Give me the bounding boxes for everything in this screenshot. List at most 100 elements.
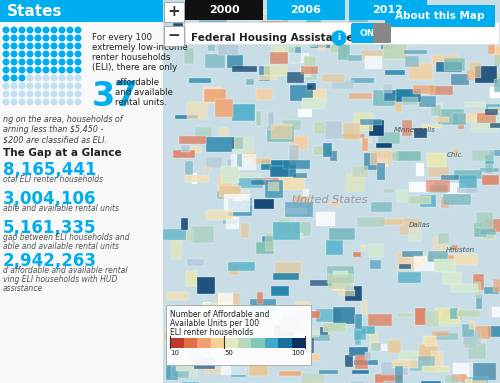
Bar — [388, 340, 400, 353]
Bar — [396, 95, 402, 113]
Bar — [434, 116, 449, 122]
Bar — [378, 133, 400, 144]
Circle shape — [51, 27, 57, 33]
Bar — [350, 381, 364, 383]
Bar — [286, 208, 307, 214]
FancyBboxPatch shape — [164, 2, 184, 22]
Bar — [414, 308, 426, 325]
Bar — [296, 311, 320, 318]
Bar — [185, 359, 197, 377]
Bar — [330, 201, 342, 206]
Text: 50: 50 — [224, 350, 233, 356]
Bar — [219, 127, 228, 136]
Bar — [302, 189, 309, 201]
Circle shape — [51, 51, 57, 57]
Bar — [432, 331, 449, 336]
Bar — [296, 223, 311, 236]
Bar — [254, 199, 274, 210]
Circle shape — [3, 59, 9, 65]
Bar — [494, 79, 500, 92]
Circle shape — [3, 51, 9, 57]
Bar — [190, 78, 210, 83]
Bar — [480, 229, 496, 236]
Bar — [469, 321, 475, 329]
Bar — [494, 46, 500, 64]
Bar — [170, 338, 183, 348]
Bar — [204, 369, 224, 373]
Bar — [352, 370, 369, 375]
Bar — [483, 28, 490, 43]
Bar — [436, 308, 460, 323]
Bar — [408, 196, 431, 204]
Bar — [354, 329, 366, 340]
Bar — [281, 316, 302, 332]
Bar — [295, 302, 310, 309]
Bar — [215, 100, 234, 117]
Bar — [352, 167, 368, 177]
Bar — [431, 105, 441, 116]
Bar — [197, 277, 216, 294]
Bar — [370, 260, 381, 269]
Bar — [238, 178, 264, 188]
Text: 100: 100 — [292, 350, 305, 356]
Bar — [267, 0, 345, 20]
Bar — [446, 375, 459, 383]
Circle shape — [67, 67, 73, 73]
Circle shape — [11, 83, 17, 89]
Bar — [308, 331, 319, 337]
Bar — [302, 98, 325, 109]
Bar — [452, 284, 478, 292]
Bar — [472, 111, 494, 118]
Circle shape — [67, 75, 73, 81]
Bar — [231, 154, 256, 170]
Bar — [378, 219, 404, 225]
Bar — [350, 347, 368, 356]
Bar — [271, 124, 292, 139]
Bar — [184, 338, 197, 348]
Bar — [436, 62, 462, 72]
Bar — [376, 143, 392, 148]
Bar — [232, 104, 256, 121]
Bar — [410, 355, 435, 370]
Bar — [187, 101, 207, 119]
Bar — [332, 80, 353, 89]
Bar — [273, 273, 298, 280]
Bar — [173, 150, 196, 158]
Bar — [290, 150, 298, 165]
Bar — [322, 74, 345, 82]
Text: (ELI), there are only: (ELI), there are only — [92, 63, 177, 72]
Bar — [247, 16, 264, 20]
Circle shape — [67, 51, 73, 57]
Bar — [182, 218, 188, 230]
Bar — [183, 312, 210, 321]
Bar — [371, 202, 392, 212]
Circle shape — [43, 51, 49, 57]
Bar — [457, 187, 478, 193]
Bar — [294, 196, 310, 202]
Circle shape — [59, 27, 65, 33]
Bar — [206, 54, 225, 69]
Circle shape — [75, 43, 81, 49]
Text: $200 are classified as ELI.: $200 are classified as ELI. — [3, 135, 107, 144]
Bar — [454, 363, 473, 380]
Bar — [361, 246, 366, 250]
Text: Available Units per 100: Available Units per 100 — [170, 319, 259, 328]
Bar — [450, 254, 477, 265]
Bar — [480, 168, 499, 172]
Bar — [432, 55, 458, 65]
Bar — [374, 373, 402, 383]
Text: States: States — [7, 3, 62, 18]
Bar — [472, 150, 494, 161]
Bar — [413, 85, 435, 94]
Circle shape — [11, 99, 17, 105]
Circle shape — [35, 67, 41, 73]
Circle shape — [3, 67, 9, 73]
Bar — [316, 212, 335, 226]
Text: i: i — [338, 33, 340, 43]
Bar — [392, 360, 418, 368]
Bar — [458, 311, 480, 318]
Circle shape — [75, 51, 81, 57]
Bar — [364, 352, 370, 360]
Circle shape — [43, 75, 49, 81]
Bar — [197, 338, 210, 348]
